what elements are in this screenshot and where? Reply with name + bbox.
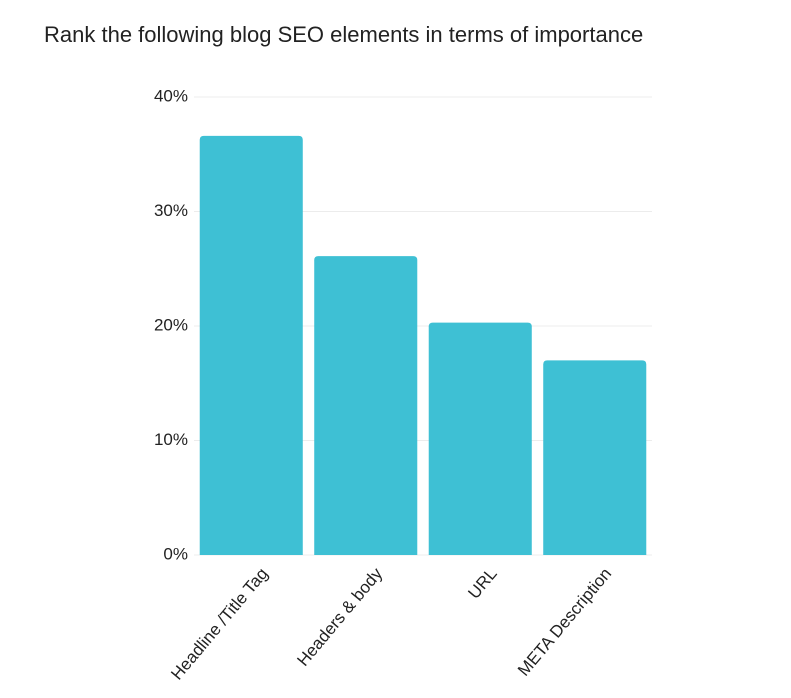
x-tick-label: URL [464, 564, 500, 602]
y-tick-label: 30% [154, 201, 188, 220]
y-tick-label: 20% [154, 315, 188, 334]
x-tick-label: Headline /Title Tag [167, 564, 271, 683]
bar [199, 135, 303, 555]
bar [428, 322, 532, 555]
bar [543, 360, 647, 555]
x-tick-label: META Description [514, 564, 615, 679]
bar [314, 256, 418, 555]
chart-title: Rank the following blog SEO elements in … [44, 22, 643, 47]
y-tick-label: 10% [154, 430, 188, 449]
y-tick-label: 0% [163, 544, 188, 563]
y-tick-label: 40% [154, 86, 188, 105]
x-tick-label: Headers & body [293, 564, 386, 670]
